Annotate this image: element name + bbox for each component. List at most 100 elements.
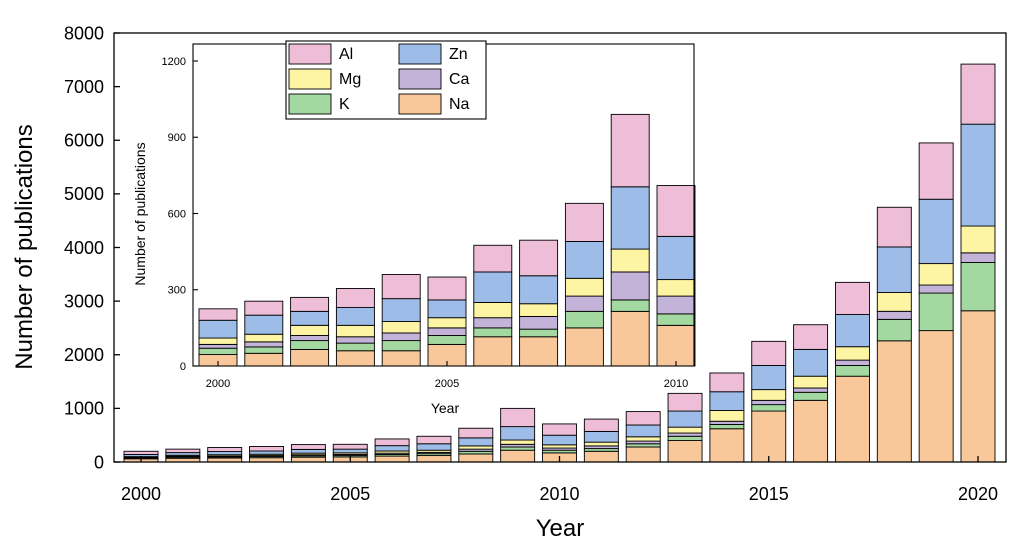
inset-x-axis-title: Year [431, 400, 460, 416]
bar-na-2006 [374, 455, 410, 463]
bar-mg-2003 [335, 324, 375, 338]
bar-zn-2009 [610, 186, 650, 250]
x-tick-label: 2005 [435, 378, 459, 390]
bar-k-2019 [918, 292, 954, 332]
legend-swatch-mg [288, 68, 332, 90]
bar-na-2015 [751, 410, 787, 463]
y-tick-label: 600 [168, 208, 186, 220]
inset-legend: Al Zn Mg Ca K Na [285, 40, 487, 120]
bar-ca-2016 [793, 387, 829, 393]
y-tick-label: 900 [168, 132, 186, 144]
y-tick-label: 1000 [64, 399, 104, 419]
bar-ca-2006 [473, 317, 513, 329]
bar-zn-2018 [876, 246, 912, 293]
bar-k-2000 [198, 347, 238, 356]
bar-al-2016 [793, 324, 829, 350]
bar-na-2017 [835, 375, 870, 463]
bar-mg-2009 [500, 439, 536, 445]
bar-mg-2000 [198, 337, 238, 345]
bar-k-2016 [793, 391, 829, 401]
bar-zn-2002 [290, 310, 330, 326]
bar-mg-2008 [458, 445, 494, 450]
bar-al-2003 [249, 446, 285, 452]
x-tick-label: 2010 [664, 378, 688, 390]
bar-al-2004 [381, 274, 421, 300]
bar-k-2015 [751, 404, 787, 412]
bar-al-2014 [709, 372, 745, 393]
bar-ca-2002 [290, 335, 330, 342]
bar-al-2011 [583, 418, 619, 432]
bar-al-2007 [519, 239, 559, 277]
bar-na-2010 [656, 324, 696, 367]
bar-al-2010 [542, 423, 577, 436]
bar-mg-2010 [656, 279, 696, 297]
legend-swatch-zn [398, 43, 442, 65]
x-tick-label: 2000 [121, 484, 161, 504]
x-tick-label: 2005 [330, 484, 370, 504]
bar-zn-2005 [332, 448, 368, 454]
bar-al-2020 [960, 63, 996, 125]
bar-zn-2007 [519, 275, 559, 305]
main-x-axis-title: Year [536, 515, 585, 542]
bar-na-2019 [918, 330, 954, 463]
bar-zn-2010 [542, 434, 577, 446]
bar-mg-2012 [625, 436, 661, 442]
bar-na-2003 [335, 350, 375, 367]
bar-zn-2005 [427, 299, 467, 319]
bar-al-2008 [564, 202, 604, 242]
bar-zn-2003 [335, 307, 375, 326]
x-tick-label: 2010 [539, 484, 579, 504]
inset-y-axis-title: Number of publications [132, 142, 148, 285]
y-tick-label: 8000 [64, 23, 104, 43]
bar-al-2005 [332, 443, 368, 450]
bar-mg-2020 [960, 225, 996, 254]
bar-al-2001 [165, 448, 201, 454]
bar-zn-2004 [290, 448, 326, 454]
bar-na-2016 [793, 399, 829, 463]
bar-mg-2015 [751, 389, 787, 401]
legend-label-k: K [339, 96, 350, 113]
bar-k-2007 [519, 328, 559, 338]
bar-al-2002 [207, 447, 243, 452]
bar-k-2009 [610, 299, 650, 312]
bar-al-2012 [625, 411, 661, 426]
bar-zn-2004 [381, 298, 421, 322]
legend-label-al: Al [339, 46, 353, 63]
main-plot-area [123, 63, 996, 463]
bar-mg-2009 [610, 248, 650, 273]
bar-mg-2017 [835, 346, 870, 361]
bar-zn-2000 [198, 319, 238, 339]
bar-zn-2012 [625, 424, 661, 438]
y-tick-label: 300 [168, 285, 186, 297]
bar-zn-2008 [564, 241, 604, 279]
bar-ca-2009 [610, 271, 650, 301]
bar-zn-2008 [458, 437, 494, 447]
bar-k-2013 [667, 435, 703, 442]
bar-al-2006 [374, 438, 410, 447]
legend-swatch-na [398, 93, 442, 115]
bar-na-2009 [610, 310, 650, 367]
bar-mg-2016 [793, 375, 829, 389]
bar-mg-2013 [667, 426, 703, 434]
bar-k-2004 [381, 340, 421, 352]
bar-na-2018 [876, 340, 912, 463]
bar-na-2002 [290, 349, 330, 367]
bar-zn-2001 [244, 314, 284, 335]
bar-zn-2006 [374, 445, 410, 452]
bar-na-2013 [667, 440, 703, 463]
y-tick-label: 4000 [64, 238, 104, 258]
bar-k-2001 [244, 346, 284, 354]
bar-ca-2013 [667, 432, 703, 437]
bar-zn-2007 [416, 443, 452, 451]
legend-label-na: Na [449, 96, 470, 113]
legend-label-zn: Zn [449, 46, 468, 63]
bar-ca-2010 [656, 295, 696, 315]
bar-mg-2008 [564, 277, 604, 297]
bar-k-2018 [876, 318, 912, 342]
bar-k-2020 [960, 262, 996, 312]
bar-zn-2009 [500, 426, 536, 441]
bar-zn-2016 [793, 348, 829, 377]
bar-ca-2014 [709, 420, 745, 425]
